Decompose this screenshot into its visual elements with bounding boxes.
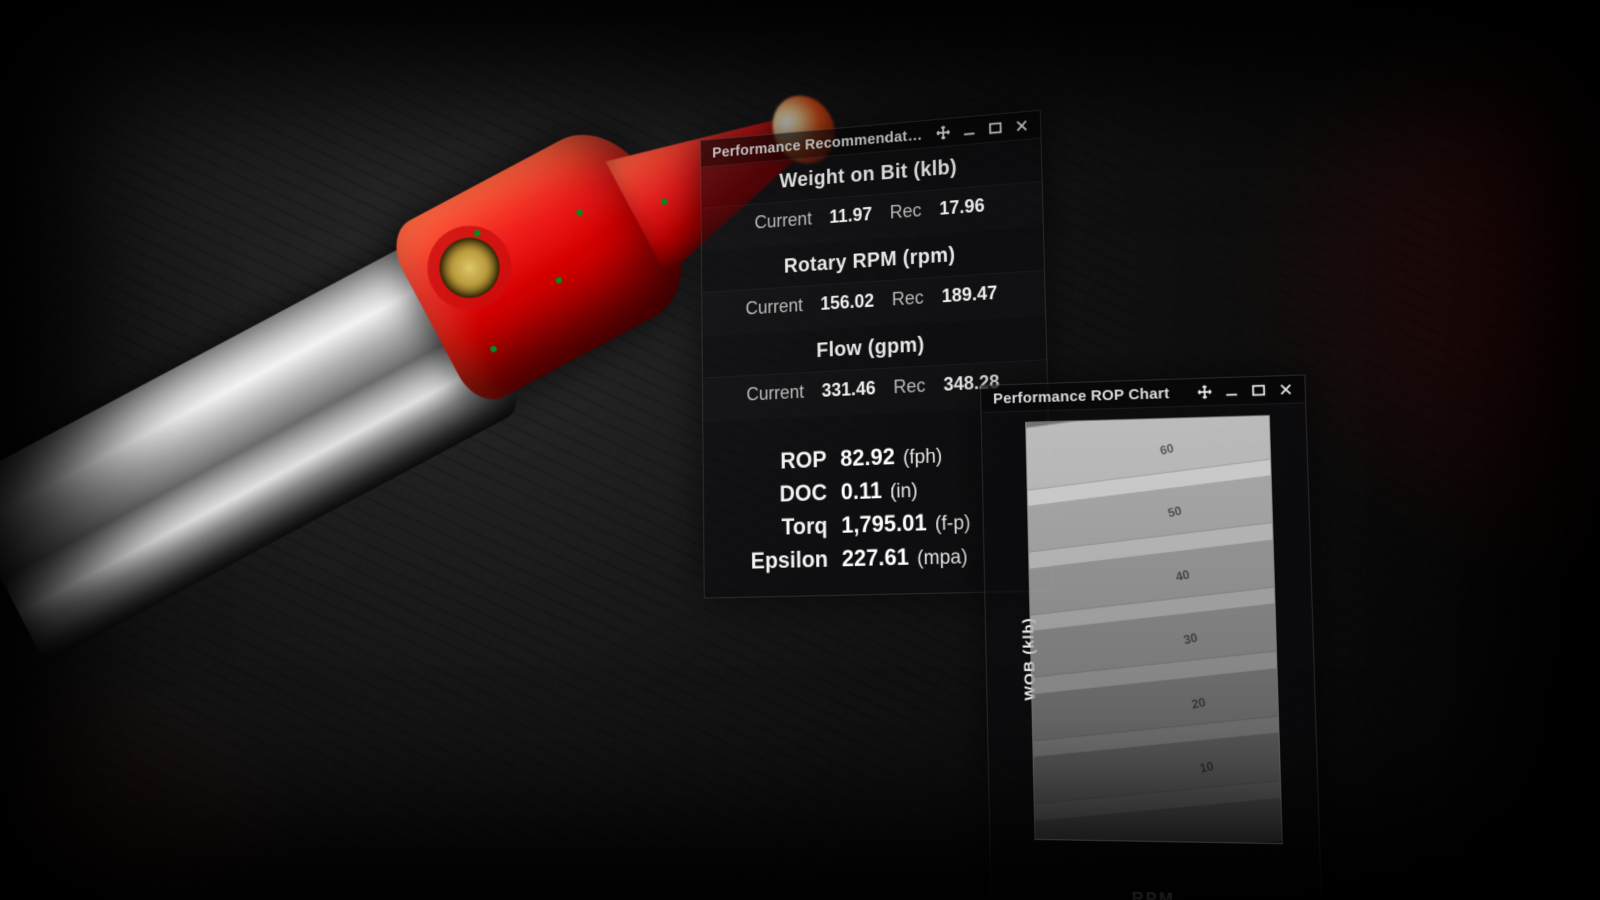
rec-value: 17.96 [939,195,985,220]
metric-value: 1,795.01 [841,509,927,538]
metric-value: 82.92 [840,443,895,471]
rec-label: Rec [893,375,925,398]
chart-title: Performance ROP Chart [993,384,1186,407]
close-icon[interactable] [1275,380,1297,399]
metric-label: DOC [721,479,827,510]
minimize-icon[interactable] [1221,382,1242,401]
current-value: 331.46 [821,378,875,402]
metric-label: Epsilon [721,546,828,576]
metric-value: 227.61 [842,544,910,572]
current-value: 11.97 [829,204,872,229]
current-label: Current [745,295,803,320]
chart-y-tick: 5 [1025,769,1030,786]
performance-rop-chart-panel[interactable]: Performance ROP Chart WOB (klb) 60504030… [980,374,1323,900]
metric-value: 0.11 [841,477,883,505]
maximize-icon[interactable] [985,118,1006,138]
move-icon[interactable] [1194,382,1215,401]
metric-unit: (mpa) [917,546,968,570]
chart-contour-label: 10 [1198,759,1215,776]
chart-plot-area: 6050403020105101520140160180 [1025,415,1283,845]
move-icon[interactable] [933,123,953,143]
metric-unit: (fph) [903,445,943,469]
metric-label: ROP [721,446,827,477]
rec-value: 189.47 [941,282,997,307]
chart-x-axis-label: RPM [991,887,1321,900]
chart-body: WOB (klb) 6050403020105101520140160180 R… [982,403,1322,900]
metric-label: Torq [721,512,828,542]
current-value: 156.02 [820,290,874,315]
current-label: Current [746,381,804,405]
rec-label: Rec [890,200,922,224]
metric-unit: (f-p) [935,512,971,535]
metric-unit: (in) [890,480,918,503]
maximize-icon[interactable] [1248,381,1269,400]
close-icon[interactable] [1011,116,1032,136]
minimize-icon[interactable] [959,120,979,140]
rec-label: Rec [892,287,924,311]
current-label: Current [754,208,812,233]
